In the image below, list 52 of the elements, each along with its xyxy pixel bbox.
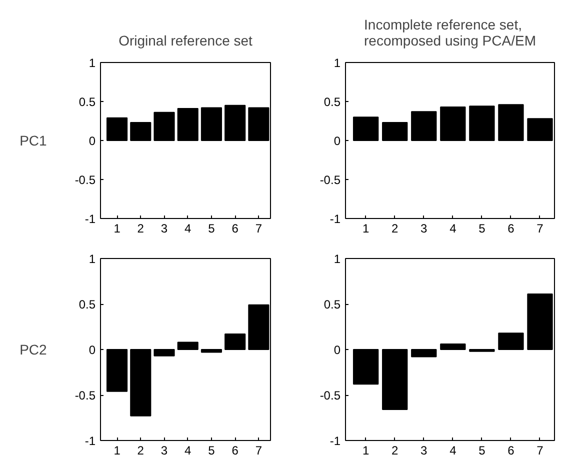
x-tick-label: 6 — [508, 222, 515, 236]
x-tick-label: 1 — [362, 222, 370, 236]
x-tick-label: 4 — [450, 222, 457, 236]
x-tick-label: 4 — [184, 444, 192, 458]
y-tick-label: -1 — [84, 212, 96, 226]
y-tick-label: 1 — [88, 56, 96, 70]
x-tick-label: 1 — [114, 222, 121, 236]
x-tick-label: 7 — [536, 222, 544, 236]
x-tick-label: 7 — [255, 444, 262, 458]
y-tick-label: 0 — [88, 134, 96, 148]
y-tick-label: 0.5 — [78, 95, 96, 109]
y-tick-label: -1 — [330, 434, 341, 448]
x-tick-label: 4 — [450, 444, 457, 458]
y-tick-label: -1 — [84, 434, 96, 448]
x-tick-label: 6 — [232, 444, 239, 458]
y-axis-title: PC1 — [20, 132, 48, 148]
y-tick-label: 0.5 — [324, 95, 341, 109]
y-tick-label: 0 — [334, 134, 341, 148]
y-tick-label: -1 — [330, 212, 341, 226]
x-tick-label: 2 — [137, 444, 144, 458]
x-tick-label: 6 — [508, 444, 515, 458]
x-tick-label: 1 — [362, 444, 370, 458]
y-tick-label: -0.5 — [320, 388, 341, 402]
y-tick-label: -0.5 — [320, 173, 341, 187]
y-tick-label: -0.5 — [74, 173, 96, 187]
x-tick-label: 3 — [160, 222, 168, 236]
y-tick-label: 0.5 — [324, 298, 341, 312]
x-tick-label: 2 — [392, 222, 399, 236]
y-tick-label: 1 — [334, 56, 341, 70]
x-tick-label: 2 — [137, 222, 144, 236]
x-tick-label: 5 — [478, 222, 486, 236]
y-tick-label: -0.5 — [74, 388, 96, 402]
x-tick-label: 5 — [478, 444, 486, 458]
chart-title: Incomplete reference set, recomposed using PCA/EM — [364, 16, 536, 48]
x-tick-label: 1 — [114, 444, 121, 458]
x-tick-label: 7 — [255, 222, 262, 236]
y-tick-label: 1 — [88, 252, 96, 266]
x-tick-label: 3 — [160, 444, 168, 458]
x-tick-label: 7 — [536, 444, 544, 458]
y-tick-label: 0 — [334, 343, 341, 357]
y-tick-label: 0 — [88, 343, 96, 357]
x-tick-label: 3 — [420, 444, 428, 458]
x-tick-label: 4 — [184, 222, 192, 236]
x-tick-label: 5 — [208, 222, 216, 236]
x-tick-label: 2 — [392, 444, 399, 458]
x-tick-label: 6 — [232, 222, 239, 236]
x-tick-label: 5 — [208, 444, 216, 458]
y-tick-label: 0.5 — [78, 298, 96, 312]
chart-title: Original reference set — [118, 32, 253, 48]
y-tick-label: 1 — [334, 252, 341, 266]
y-axis-title: PC2 — [20, 342, 48, 358]
x-tick-label: 3 — [420, 222, 428, 236]
